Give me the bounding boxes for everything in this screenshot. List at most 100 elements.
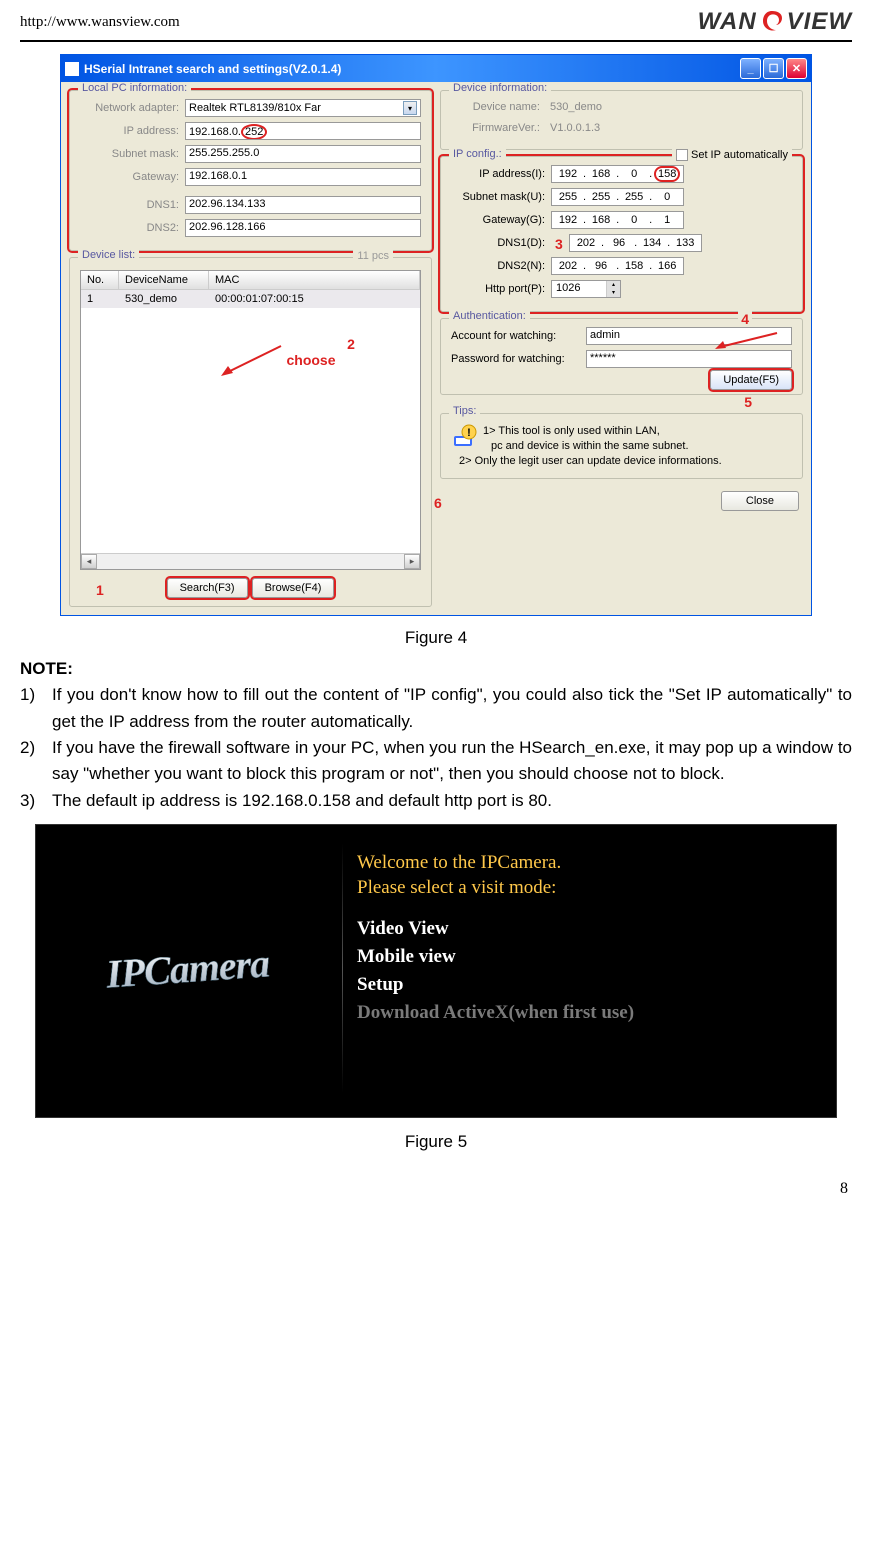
ip-label: IP address: [80,125,185,137]
http-port-label: Http port(P): [451,283,551,295]
ipconf-gw-label: Gateway(G): [451,214,551,226]
network-adapter-select[interactable]: Realtek RTL8139/810x Far ▾ [185,99,421,117]
td-no: 1 [81,290,119,308]
octet: 255 [621,191,647,203]
octet: 133 [672,237,698,249]
figure5-caption: Figure 5 [0,1126,872,1160]
password-label: Password for watching: [451,353,586,365]
octet: 168 [588,168,614,180]
annot-3: 3 [555,236,563,252]
octet: 255 [555,191,581,203]
menu-download-activex[interactable]: Download ActiveX(when first use) [357,1002,824,1024]
dns2-label: DNS2: [80,222,185,234]
octet: 255 [588,191,614,203]
ipconf-subnet-input[interactable]: 255. 255. 255. 0 [551,188,684,206]
note-1-text: If you don't know how to fill out the co… [52,682,852,735]
choose-text: choose [286,352,335,368]
scroll-track[interactable] [97,554,404,569]
tips-legend: Tips: [449,405,480,417]
local-pc-fieldset: Local PC information: Network adapter: R… [69,90,432,251]
note-2-text: If you have the firewall software in you… [52,735,852,788]
http-port-spinner[interactable]: 1026 ▴▾ [551,280,621,298]
gateway-label: Gateway: [80,171,185,183]
annot-4: 4 [738,311,752,327]
choose-num: 2 [347,336,355,352]
octet: 0 [654,191,680,203]
spin-down-icon[interactable]: ▾ [606,289,620,297]
ipconf-dns2-label: DNS2(N): [451,260,551,272]
device-name-value: 530_demo [546,99,606,115]
spin-up-icon[interactable]: ▴ [606,281,620,289]
ipconf-ip-label: IP address(I): [451,168,551,180]
dns2-input[interactable]: 202.96.128.166 [185,219,421,237]
octet: 202 [555,260,581,272]
device-name-label: Device name: [451,101,546,113]
th-name: DeviceName [119,271,209,289]
th-no: No. [81,271,119,289]
horizontal-scrollbar[interactable]: ◂ ▸ [81,553,420,569]
ipconf-gw-input[interactable]: 192. 168. 0. 1 [551,211,684,229]
menu-video-view[interactable]: Video View [357,918,824,940]
dns1-input[interactable]: 202.96.134.133 [185,196,421,214]
menu-setup[interactable]: Setup [357,974,824,996]
account-label: Account for watching: [451,330,586,342]
welcome-line2: Please select a visit mode: [357,877,556,898]
octet: 168 [588,214,614,226]
tips-line1: 1> This tool is only used within LAN, [451,425,792,437]
td-name: 530_demo [119,290,209,308]
minimize-button[interactable]: _ [740,58,761,79]
auto-ip-checkbox[interactable] [676,149,688,161]
menu-mobile-view[interactable]: Mobile view [357,946,824,968]
http-port-value: 1026 [552,281,606,297]
octet: 166 [654,260,680,272]
ipconf-dns1-label: DNS1(D): [451,237,551,249]
note-title: NOTE: [20,656,852,682]
maximize-button[interactable]: ☐ [763,58,784,79]
table-row[interactable]: 1 530_demo 00:00:01:07:00:15 [81,290,420,308]
tips-fieldset: ! Tips: 1> This tool is only used within… [440,413,803,479]
device-count: 11 pcs [353,250,393,262]
window-close-button[interactable]: Close [721,491,799,511]
chevron-down-icon: ▾ [403,101,417,115]
note-3-text: The default ip address is 192.168.0.158 … [52,788,852,814]
scroll-right-icon[interactable]: ▸ [404,554,420,569]
header-url: http://www.wansview.com [20,14,180,31]
update-button[interactable]: Update(F5) [710,370,792,390]
ip-input[interactable]: 192.168.0.252 [185,122,421,140]
account-input[interactable]: admin [586,327,792,345]
octet: 0 [621,168,647,180]
octet: 192 [555,214,581,226]
logo-view: VIEW [787,8,852,36]
device-list-legend-text: Device list: [82,249,135,261]
figure4-caption: Figure 4 [0,622,872,656]
gateway-input[interactable]: 192.168.0.1 [185,168,421,186]
ipcamera-screenshot: IPCamera Welcome to the IPCamera. Please… [35,824,837,1118]
ipconf-dns1-input[interactable]: 202. 96. 134. 133 [569,234,702,252]
octet-circled: 158 [654,166,680,182]
table-header: No. DeviceName MAC [81,271,420,290]
note-2-num: 2) [20,735,52,788]
ip-circled: 252 [241,124,267,140]
svg-text:!: ! [467,427,471,439]
ipconf-ip-input[interactable]: 192. 168. 0. 158 [551,165,684,183]
password-input[interactable]: ****** [586,350,792,368]
search-button[interactable]: Search(F3) [167,578,248,598]
octet: 1 [654,214,680,226]
wansview-logo: WAN VIEW [698,8,852,36]
scroll-left-icon[interactable]: ◂ [81,554,97,569]
auto-ip-label: Set IP automatically [691,149,788,161]
device-list-legend: Device list: [78,249,139,261]
browse-button[interactable]: Browse(F4) [252,578,335,598]
th-mac: MAC [209,271,420,289]
auth-legend: Authentication: [449,310,530,322]
subnet-input[interactable]: 255.255.255.0 [185,145,421,163]
ip-config-fieldset: IP config.: Set IP automatically IP addr… [440,156,803,312]
dns1-label: DNS1: [80,199,185,211]
annot-6: 6 [434,495,442,511]
close-button[interactable]: ✕ [786,58,807,79]
device-info-legend: Device information: [449,82,551,94]
device-info-fieldset: Device information: Device name: 530_dem… [440,90,803,150]
octet: 192 [555,168,581,180]
ipconf-dns2-input[interactable]: 202. 96. 158. 166 [551,257,684,275]
choose-annotation: 2 choose [211,341,291,413]
